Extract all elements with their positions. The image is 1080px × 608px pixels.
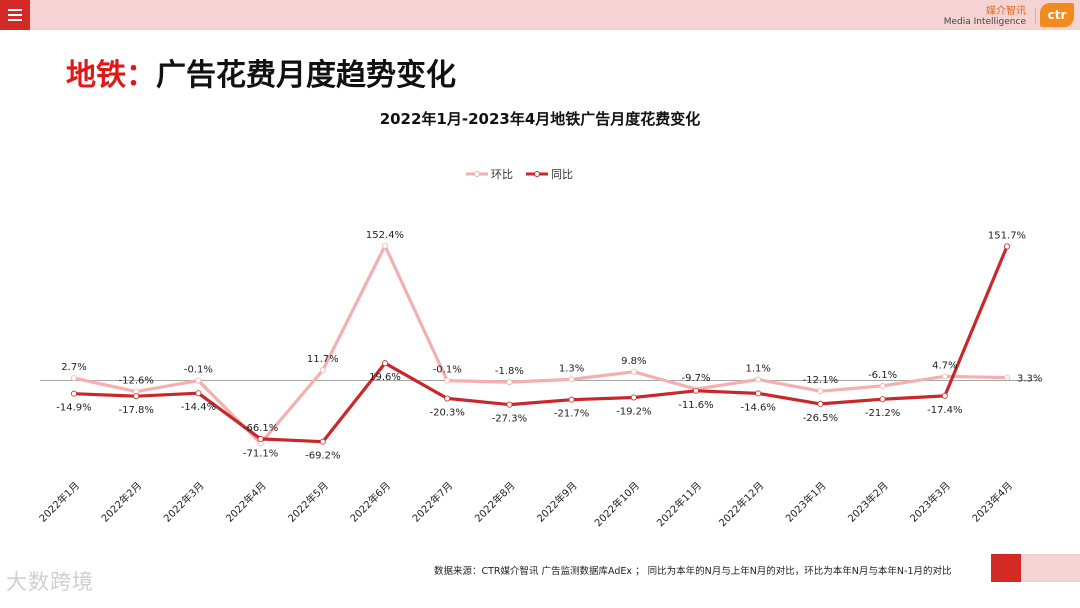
legend-label-1: 环比 — [491, 168, 513, 181]
brand-name-cn: 媒介智讯 — [986, 6, 1026, 17]
data-point-s1-8 — [506, 379, 513, 386]
x-tick-label-9: 2022年9月 — [534, 479, 580, 525]
data-label-s1-5: 11.7% — [307, 354, 339, 365]
x-tick-label-16: 2023年4月 — [969, 479, 1015, 525]
data-point-s2-13 — [817, 400, 824, 407]
x-tick-label-6: 2022年6月 — [347, 479, 393, 525]
data-point-s1-15 — [941, 373, 948, 380]
data-label-s1-1: 2.7% — [61, 362, 86, 373]
data-point-s2-2 — [133, 393, 140, 400]
data-label-s1-16: 3.3% — [1017, 374, 1042, 385]
data-point-s2-1 — [71, 390, 78, 397]
data-label-s1-9: 1.3% — [559, 363, 584, 374]
page-title-main: 广告花费月度趋势变化 — [156, 58, 456, 93]
data-point-s2-4 — [257, 435, 264, 442]
data-label-s2-12: -14.6% — [741, 402, 776, 413]
page-title: 地铁：广告花费月度趋势变化 — [66, 50, 456, 94]
data-point-s1-7 — [444, 377, 451, 384]
data-label-s2-15: -17.4% — [927, 405, 962, 416]
data-label-s1-14: -6.1% — [868, 370, 897, 381]
data-point-s2-8 — [506, 401, 513, 408]
legend-marker-2 — [534, 171, 540, 177]
ctr-logo: ctr — [1040, 3, 1074, 27]
legend-label-2: 同比 — [551, 168, 573, 181]
data-point-s1-9 — [568, 376, 575, 383]
data-label-s1-8: -1.8% — [495, 366, 524, 377]
data-label-s1-12: 1.1% — [745, 364, 770, 375]
data-label-s2-11: -11.6% — [678, 400, 713, 411]
data-point-s2-15 — [941, 392, 948, 399]
data-label-s1-15: 4.7% — [932, 360, 957, 371]
x-tick-label-4: 2022年4月 — [223, 479, 269, 525]
data-point-s2-12 — [755, 390, 762, 397]
data-point-s1-14 — [879, 382, 886, 389]
data-source-note: 数据来源：CTR媒介智讯 广告监测数据库AdEx ； 同比为本年的N月与上年N月… — [434, 566, 952, 577]
top-bar — [0, 0, 1080, 30]
brand-divider — [1035, 8, 1036, 24]
data-label-s1-7: -0.1% — [433, 365, 462, 376]
series-line-1 — [73, 244, 1008, 445]
page-title-accent: 地铁： — [66, 58, 156, 93]
x-tick-label-13: 2023年1月 — [783, 479, 829, 525]
data-label-s2-5: -69.2% — [305, 451, 340, 462]
x-tick-label-15: 2023年3月 — [907, 479, 953, 525]
data-point-s1-16 — [1004, 374, 1011, 381]
x-tick-label-14: 2023年2月 — [845, 479, 891, 525]
data-label-s2-2: -17.8% — [119, 405, 154, 416]
x-tick-label-8: 2022年8月 — [472, 479, 518, 525]
data-point-s1-5 — [319, 367, 326, 374]
data-point-s2-6 — [381, 360, 388, 367]
footer-pink-block — [1021, 554, 1080, 582]
data-point-s1-1 — [71, 375, 78, 382]
brand-name-en: Media Intelligence — [943, 17, 1026, 27]
chart-title: 2022年1月-2023年4月地铁广告月度花费变化 — [379, 110, 701, 128]
legend-marker-1 — [474, 171, 480, 177]
data-label-s1-4: -71.1% — [243, 448, 278, 459]
data-point-s2-7 — [444, 395, 451, 402]
data-label-s2-9: -21.7% — [554, 409, 589, 420]
x-tick-label-3: 2022年3月 — [161, 479, 207, 525]
x-tick-label-7: 2022年7月 — [409, 479, 455, 525]
data-label-s2-4: -66.1% — [243, 423, 278, 434]
data-point-s2-16 — [1004, 243, 1011, 250]
watermark: 大数跨境 — [6, 570, 94, 594]
data-point-s2-11 — [693, 387, 700, 394]
data-label-s2-10: -19.2% — [616, 406, 651, 417]
data-label-s2-8: -27.3% — [492, 414, 527, 425]
data-label-s1-10: 9.8% — [621, 356, 646, 367]
x-tick-label-10: 2022年10月 — [592, 479, 642, 529]
x-tick-label-12: 2022年12月 — [716, 479, 766, 529]
data-point-s2-5 — [319, 438, 326, 445]
data-point-s1-10 — [630, 368, 637, 375]
data-point-s1-13 — [817, 388, 824, 395]
data-point-s2-14 — [879, 396, 886, 403]
data-point-s2-9 — [568, 396, 575, 403]
data-label-s2-13: -26.5% — [803, 413, 838, 424]
data-label-s2-3: -14.4% — [181, 402, 216, 413]
x-tick-label-2: 2022年2月 — [98, 479, 144, 525]
brand-text: 媒介智讯 Media Intelligence — [944, 6, 1026, 28]
x-tick-label-11: 2022年11月 — [654, 479, 704, 529]
x-tick-label-1: 2022年1月 — [36, 479, 82, 525]
data-label-s2-16: 151.7% — [988, 230, 1026, 241]
data-point-s1-6 — [381, 242, 388, 249]
data-label-s2-7: -20.3% — [430, 407, 465, 418]
data-point-s2-10 — [630, 394, 637, 401]
data-label-s1-2: -12.6% — [119, 376, 154, 387]
x-tick-label-5: 2022年5月 — [285, 479, 331, 525]
menu-icon[interactable] — [0, 0, 30, 30]
footer-red-block — [991, 554, 1021, 582]
line-chart: 环比 同比 2.7% -12.6% -0.1% -71.1% 11.7% 152.4% -0.1… — [36, 168, 1042, 529]
data-label-s1-3: -0.1% — [184, 365, 213, 376]
series-line-2 — [73, 245, 1009, 444]
data-point-s2-3 — [195, 390, 202, 397]
data-label-s1-13: -12.1% — [803, 375, 838, 386]
data-label-s1-6: 152.4% — [366, 230, 404, 241]
data-point-s1-3 — [195, 377, 202, 384]
data-label-s2-6: 19.6% — [369, 372, 401, 383]
data-point-s1-12 — [755, 376, 762, 383]
data-label-s1-11: -9.7% — [681, 373, 710, 384]
data-label-s2-1: -14.9% — [56, 403, 91, 414]
data-label-s2-14: -21.2% — [865, 408, 900, 419]
